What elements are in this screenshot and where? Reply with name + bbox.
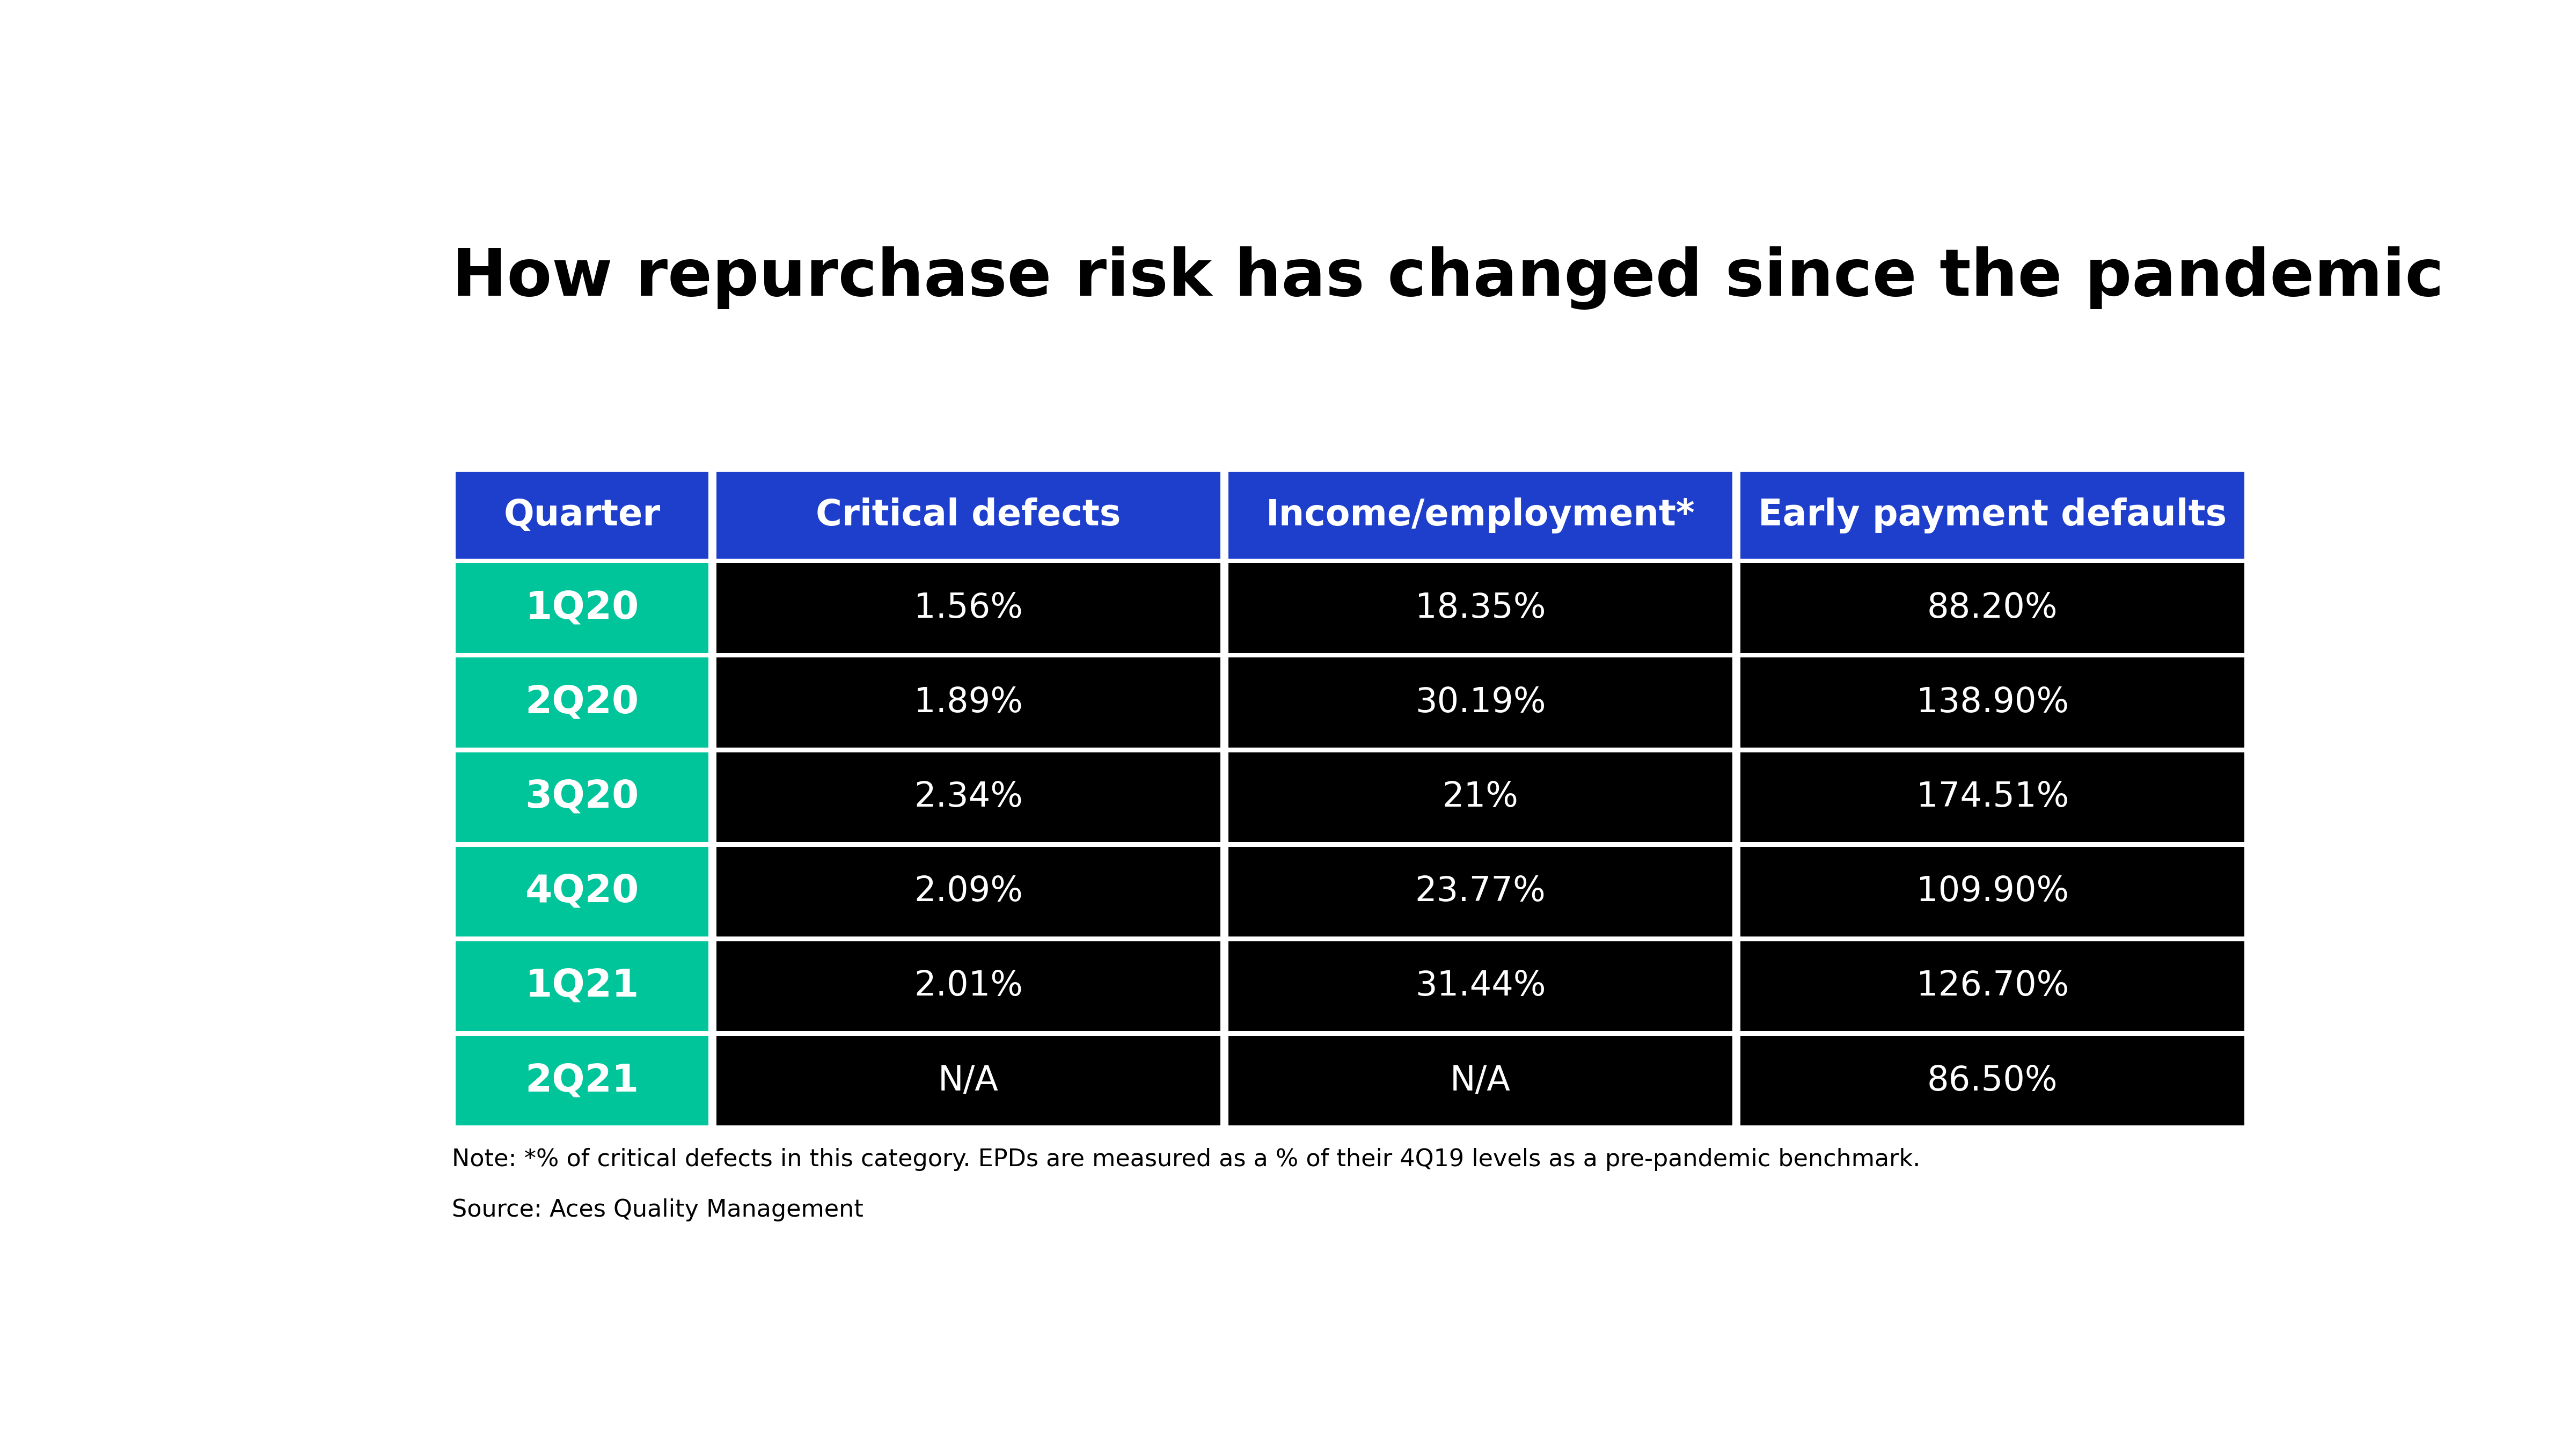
Text: Critical defects: Critical defects (817, 497, 1121, 533)
FancyBboxPatch shape (1741, 752, 2244, 842)
Text: 1.56%: 1.56% (914, 591, 1023, 625)
Text: 31.44%: 31.44% (1414, 969, 1546, 1003)
Text: Source: Aces Quality Management: Source: Aces Quality Management (451, 1198, 863, 1222)
FancyBboxPatch shape (716, 564, 1221, 653)
FancyBboxPatch shape (1741, 472, 2244, 559)
Text: 2.01%: 2.01% (914, 969, 1023, 1003)
FancyBboxPatch shape (716, 1036, 1221, 1126)
FancyBboxPatch shape (716, 846, 1221, 936)
FancyBboxPatch shape (1741, 1036, 2244, 1126)
FancyBboxPatch shape (716, 752, 1221, 842)
FancyBboxPatch shape (456, 940, 708, 1032)
Text: Note: *% of critical defects in this category. EPDs are measured as a % of their: Note: *% of critical defects in this cat… (451, 1148, 1919, 1171)
Text: 1Q21: 1Q21 (526, 968, 639, 1004)
FancyBboxPatch shape (1741, 658, 2244, 748)
Text: 21%: 21% (1443, 781, 1517, 814)
FancyBboxPatch shape (716, 472, 1221, 559)
Text: N/A: N/A (938, 1064, 999, 1097)
Text: 1.89%: 1.89% (914, 685, 1023, 719)
Text: 2Q21: 2Q21 (526, 1062, 639, 1100)
FancyBboxPatch shape (716, 658, 1221, 748)
Text: 18.35%: 18.35% (1414, 591, 1546, 625)
Text: 126.70%: 126.70% (1917, 969, 2069, 1003)
FancyBboxPatch shape (1229, 658, 1734, 748)
Text: How repurchase risk has changed since the pandemic: How repurchase risk has changed since th… (451, 246, 2445, 310)
FancyBboxPatch shape (456, 472, 708, 559)
Text: 88.20%: 88.20% (1927, 591, 2058, 625)
Text: 86.50%: 86.50% (1927, 1064, 2058, 1097)
FancyBboxPatch shape (1229, 752, 1734, 842)
FancyBboxPatch shape (456, 846, 708, 936)
FancyBboxPatch shape (1229, 564, 1734, 653)
FancyBboxPatch shape (456, 564, 708, 653)
Text: 138.90%: 138.90% (1917, 685, 2069, 719)
FancyBboxPatch shape (456, 658, 708, 748)
FancyBboxPatch shape (1741, 940, 2244, 1032)
Text: 2.09%: 2.09% (914, 875, 1023, 909)
FancyBboxPatch shape (716, 940, 1221, 1032)
FancyBboxPatch shape (1229, 472, 1734, 559)
Text: Income/employment*: Income/employment* (1265, 497, 1695, 533)
Text: 30.19%: 30.19% (1414, 685, 1546, 719)
Text: 4Q20: 4Q20 (526, 874, 639, 910)
FancyBboxPatch shape (456, 752, 708, 842)
Text: 23.77%: 23.77% (1414, 875, 1546, 909)
Text: 109.90%: 109.90% (1917, 875, 2069, 909)
FancyBboxPatch shape (1229, 940, 1734, 1032)
Text: 2Q20: 2Q20 (526, 684, 639, 722)
Text: 2.34%: 2.34% (914, 781, 1023, 814)
FancyBboxPatch shape (456, 1036, 708, 1126)
Text: N/A: N/A (1450, 1064, 1510, 1097)
FancyBboxPatch shape (1741, 846, 2244, 936)
FancyBboxPatch shape (1229, 846, 1734, 936)
Text: Quarter: Quarter (505, 497, 659, 533)
Text: 1Q20: 1Q20 (526, 590, 639, 627)
FancyBboxPatch shape (1741, 564, 2244, 653)
Text: 174.51%: 174.51% (1917, 781, 2069, 814)
FancyBboxPatch shape (1229, 1036, 1734, 1126)
Text: 3Q20: 3Q20 (526, 778, 639, 816)
Text: Early payment defaults: Early payment defaults (1759, 497, 2226, 533)
